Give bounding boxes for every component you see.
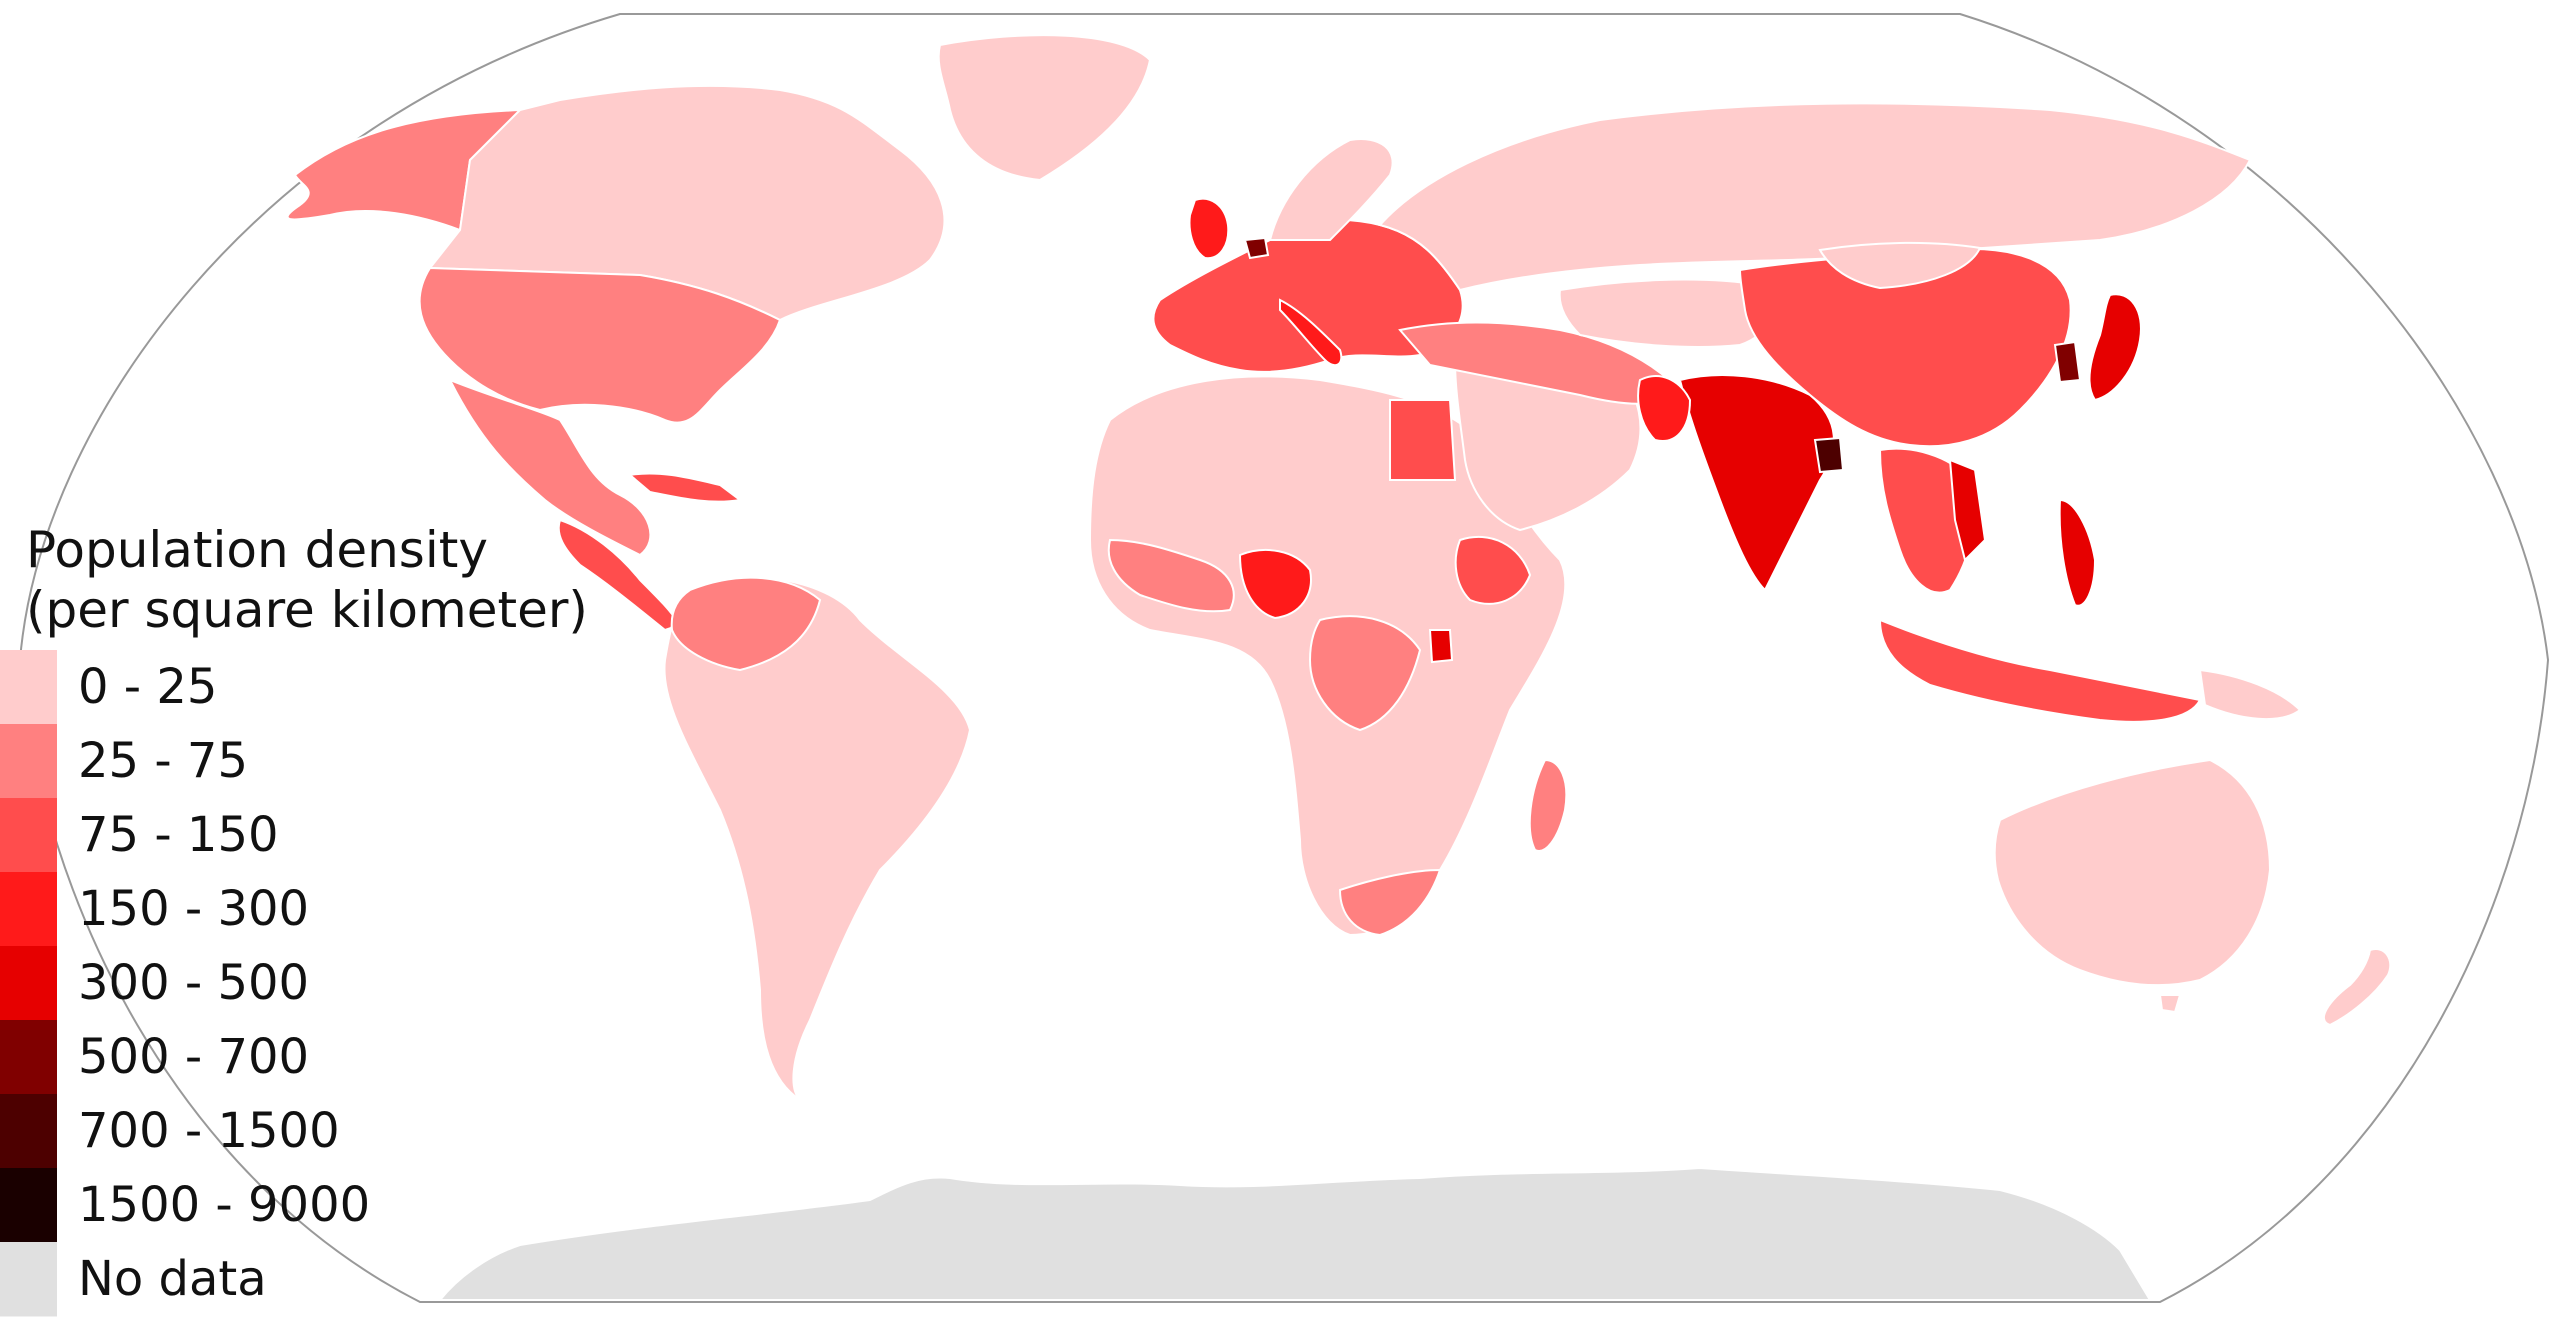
legend-item: 150 - 300 bbox=[0, 872, 420, 947]
southern-africa bbox=[1338, 868, 1442, 937]
legend-label: 300 - 500 bbox=[78, 955, 310, 1011]
legend-item: 75 - 150 bbox=[0, 798, 420, 873]
legend-label: 75 - 150 bbox=[78, 807, 279, 863]
legend-item: 300 - 500 bbox=[0, 946, 420, 1021]
philippines bbox=[2058, 498, 2097, 607]
indonesia bbox=[1878, 618, 2202, 723]
new-zealand bbox=[2323, 948, 2392, 1027]
legend-label: 150 - 300 bbox=[78, 881, 310, 937]
nigeria bbox=[1238, 549, 1312, 620]
legend-swatch bbox=[0, 650, 57, 725]
madagascar bbox=[1528, 758, 1568, 852]
legend-label: 700 - 1500 bbox=[78, 1103, 340, 1159]
legend-swatch bbox=[0, 1020, 57, 1095]
legend-swatch bbox=[0, 798, 57, 873]
legend-label: No data bbox=[78, 1251, 267, 1307]
west-africa-coast bbox=[1107, 538, 1235, 613]
japan bbox=[2088, 293, 2142, 402]
central-africa bbox=[1308, 615, 1422, 732]
benelux bbox=[1243, 236, 1270, 260]
papua bbox=[2198, 668, 2302, 720]
legend-title-line1: Population density bbox=[26, 521, 488, 579]
legend-item: 0 - 25 bbox=[0, 650, 420, 725]
alaska bbox=[286, 108, 523, 232]
legend-swatch bbox=[0, 1094, 57, 1169]
legend-label: 500 - 700 bbox=[78, 1029, 310, 1085]
australia bbox=[1993, 758, 2272, 987]
legend-item: 500 - 700 bbox=[0, 1020, 420, 1095]
colombia-venezuela bbox=[670, 576, 822, 672]
rwanda-uganda bbox=[1428, 629, 1454, 664]
tasmania bbox=[2158, 994, 2182, 1014]
central-asia bbox=[1558, 278, 1772, 348]
vietnam bbox=[1948, 458, 1987, 562]
italy bbox=[1279, 298, 1343, 367]
legend-label: 25 - 75 bbox=[78, 733, 248, 789]
mongolia bbox=[1818, 241, 1982, 290]
uk bbox=[1188, 197, 1230, 260]
legend-swatch bbox=[0, 724, 57, 799]
ethiopia bbox=[1454, 535, 1532, 605]
south-america bbox=[663, 576, 972, 1101]
legend-label: 0 - 25 bbox=[78, 659, 218, 715]
south-korea bbox=[2053, 340, 2082, 384]
india bbox=[1678, 374, 1835, 592]
egypt bbox=[1389, 399, 1457, 481]
legend-swatch bbox=[0, 946, 57, 1021]
legend-title: Population density (per square kilometer… bbox=[26, 520, 646, 640]
legend-title-line2: (per square kilometer) bbox=[26, 581, 588, 639]
mexico bbox=[447, 378, 652, 557]
southeast-asia bbox=[1878, 447, 1975, 594]
greenland bbox=[937, 34, 1152, 182]
antarctica bbox=[437, 1166, 2152, 1301]
legend-item: No data bbox=[0, 1242, 420, 1317]
legend-swatch bbox=[0, 1168, 57, 1243]
legend-item: 1500 - 9000 bbox=[0, 1168, 420, 1243]
legend-item: 25 - 75 bbox=[0, 724, 420, 799]
russia bbox=[1378, 102, 2252, 292]
caribbean bbox=[627, 472, 743, 503]
legend-swatch bbox=[0, 872, 57, 947]
legend-items: 0 - 25 25 - 75 75 - 150 150 - 300 300 - 500 5… bbox=[0, 650, 420, 1317]
legend-swatch bbox=[0, 1242, 57, 1317]
scandinavia bbox=[1268, 138, 1394, 241]
usa bbox=[418, 266, 782, 424]
legend-label: 1500 - 9000 bbox=[78, 1177, 371, 1233]
legend-item: 700 - 1500 bbox=[0, 1094, 420, 1169]
pakistan bbox=[1637, 375, 1692, 442]
bangladesh bbox=[1813, 436, 1845, 474]
